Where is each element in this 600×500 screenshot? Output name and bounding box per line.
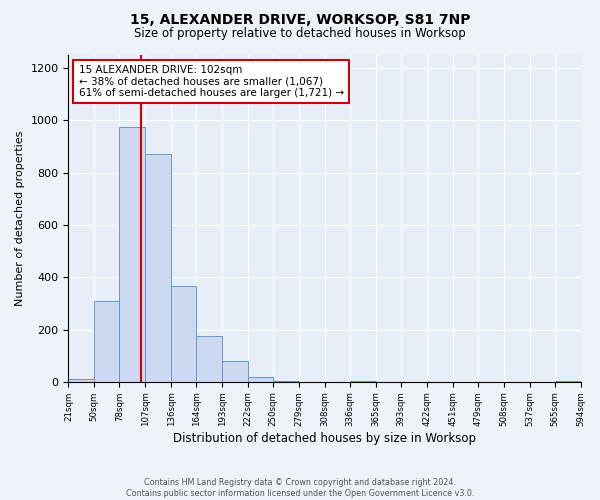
Text: Contains HM Land Registry data © Crown copyright and database right 2024.
Contai: Contains HM Land Registry data © Crown c… — [126, 478, 474, 498]
Text: Size of property relative to detached houses in Worksop: Size of property relative to detached ho… — [134, 28, 466, 40]
Text: 15, ALEXANDER DRIVE, WORKSOP, S81 7NP: 15, ALEXANDER DRIVE, WORKSOP, S81 7NP — [130, 12, 470, 26]
Bar — [196, 336, 222, 382]
Bar — [171, 286, 196, 382]
Text: 15 ALEXANDER DRIVE: 102sqm
← 38% of detached houses are smaller (1,067)
61% of s: 15 ALEXANDER DRIVE: 102sqm ← 38% of deta… — [79, 65, 344, 98]
X-axis label: Distribution of detached houses by size in Worksop: Distribution of detached houses by size … — [173, 432, 476, 445]
Bar — [145, 154, 171, 382]
Bar — [248, 376, 273, 382]
Bar — [119, 127, 145, 382]
Y-axis label: Number of detached properties: Number of detached properties — [15, 130, 25, 306]
Bar — [94, 301, 119, 382]
Bar — [273, 381, 299, 382]
Bar — [554, 380, 581, 382]
Bar — [68, 379, 94, 382]
Bar — [350, 380, 376, 382]
Bar — [222, 361, 248, 382]
